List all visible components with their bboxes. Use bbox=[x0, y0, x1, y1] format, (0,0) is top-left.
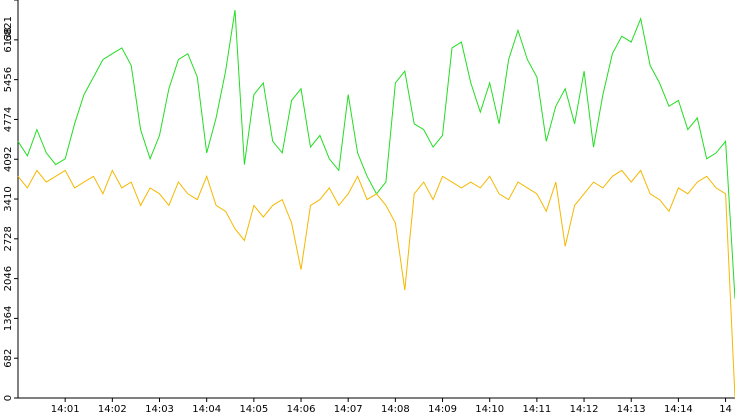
y-tick-label: 6138 bbox=[3, 27, 14, 52]
x-tick-label: 14:10 bbox=[475, 404, 504, 415]
x-tick-label: 14:12 bbox=[570, 404, 599, 415]
y-tick-label: 4774 bbox=[3, 107, 14, 132]
x-tick-label: 14:05 bbox=[239, 404, 268, 415]
line-series bbox=[17, 169, 735, 399]
x-tick-label: 14:02 bbox=[98, 404, 127, 415]
y-tick-label: 682 bbox=[3, 349, 14, 368]
x-tick-label: 14:03 bbox=[145, 404, 174, 415]
y-tick-label: 3410 bbox=[3, 186, 14, 211]
y-tick-label: 2046 bbox=[3, 266, 14, 291]
x-tick-label: 14:11 bbox=[522, 404, 551, 415]
y-tick-label: 0 bbox=[3, 395, 14, 401]
y-tick-label: 4092 bbox=[3, 147, 14, 172]
y-tick-label: 5456 bbox=[3, 67, 14, 92]
x-tick-label: 14:06 bbox=[287, 404, 316, 415]
x-tick-label: 14:07 bbox=[334, 404, 363, 415]
line-series bbox=[17, 9, 735, 299]
y-tick-label: 2728 bbox=[3, 226, 14, 251]
x-tick-label: 14:08 bbox=[381, 404, 410, 415]
x-tick-label: 14:13 bbox=[617, 404, 646, 415]
y-tick-label: 1364 bbox=[3, 306, 14, 331]
x-tick-label: 14:04 bbox=[192, 404, 221, 415]
x-tick-label: 14:01 bbox=[51, 404, 80, 415]
x-tick-label: 14:14 bbox=[664, 404, 693, 415]
x-tick-label: 14:09 bbox=[428, 404, 457, 415]
y-tick-label: 6821 bbox=[3, 16, 14, 41]
x-tick-label: 14 bbox=[719, 404, 732, 415]
